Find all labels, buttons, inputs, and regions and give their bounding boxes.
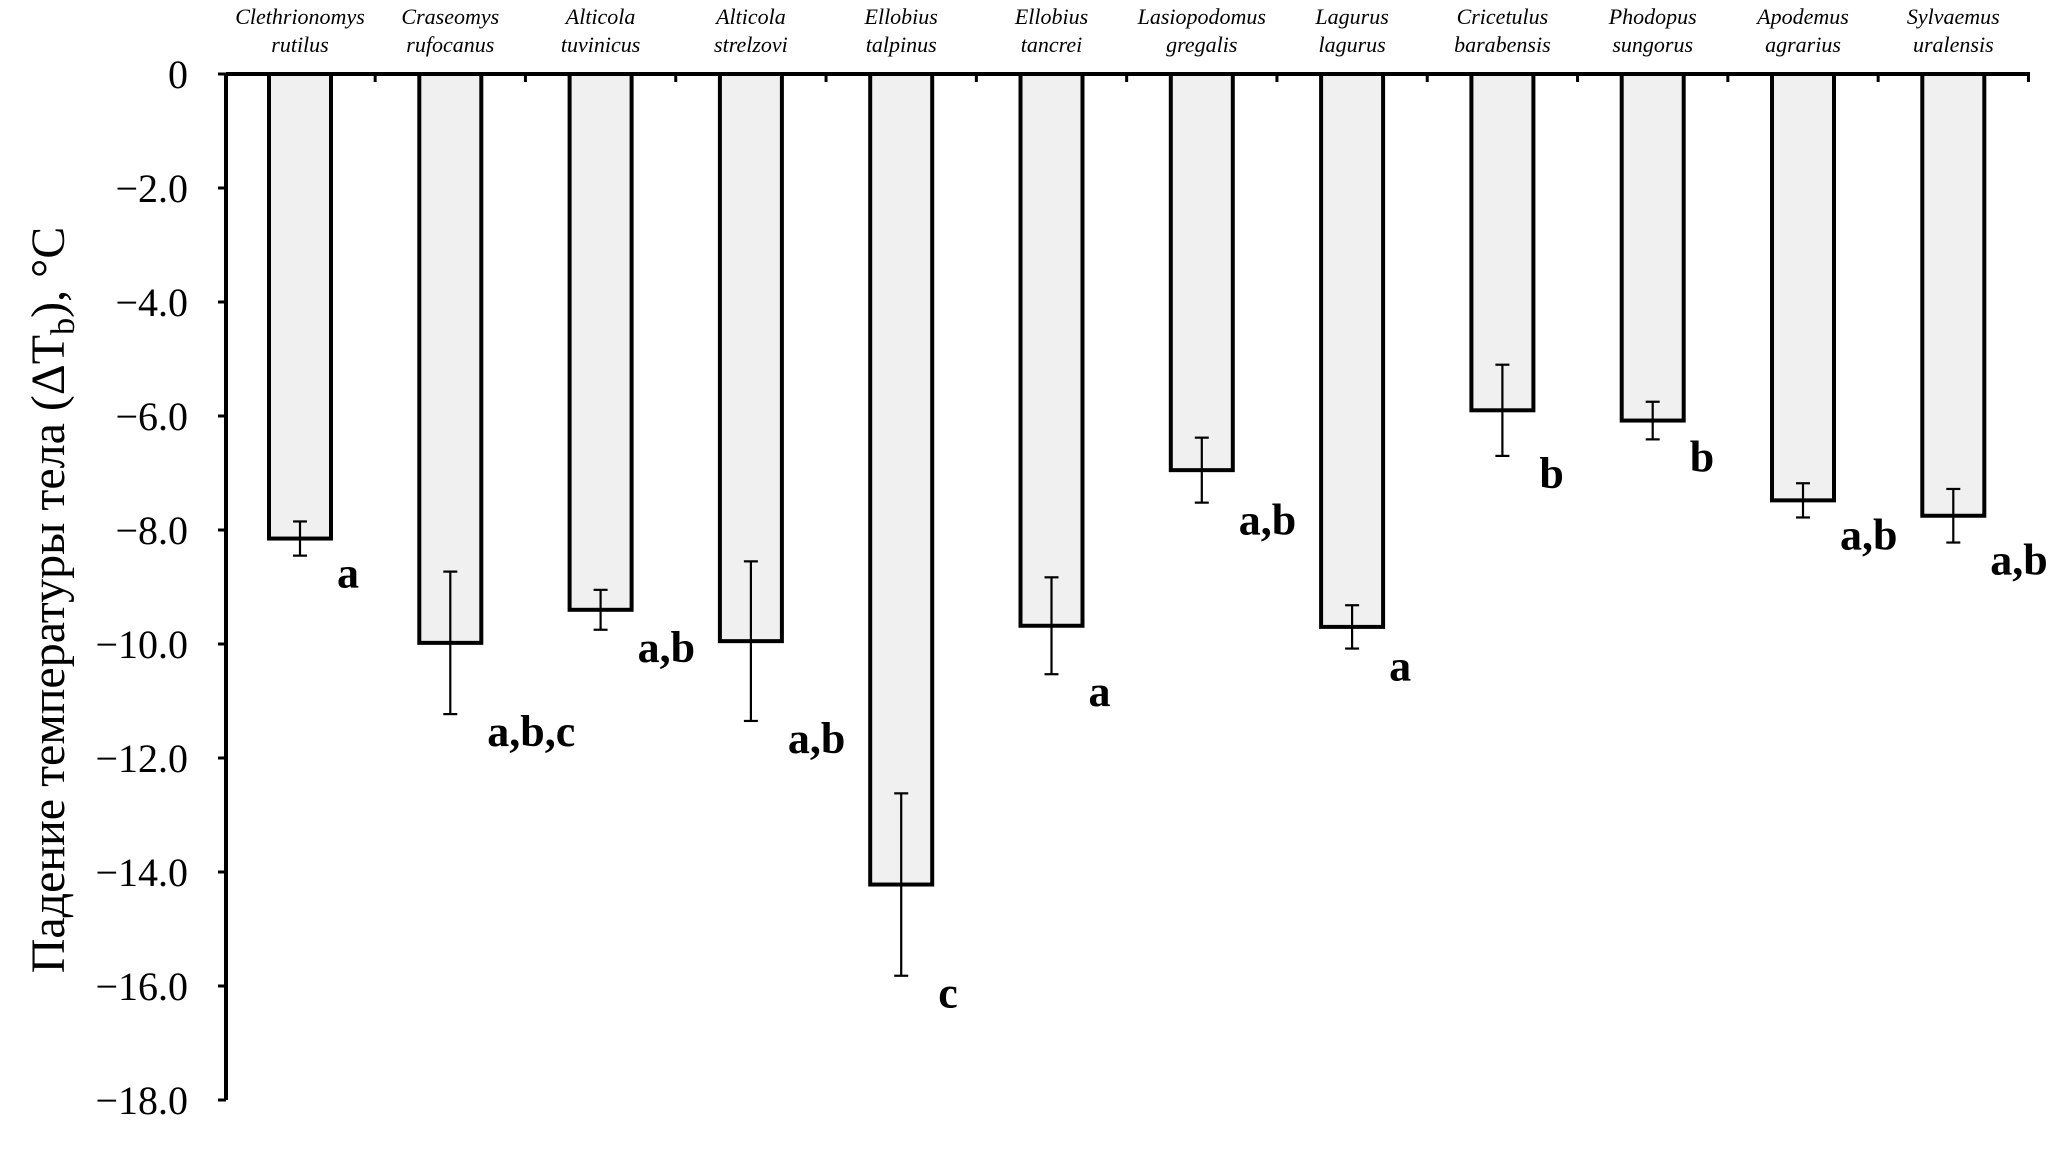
category-label-12-species: uralensis	[1913, 32, 1994, 57]
significance-label-4: a,b	[788, 714, 845, 763]
category-label-5-genus: Ellobius	[864, 4, 938, 29]
error-bar-11	[1796, 482, 1810, 519]
error-bar-7	[1194, 436, 1209, 504]
category-label-4-genus: Alticola	[714, 4, 786, 29]
bar-1	[267, 72, 333, 541]
significance-label-6: a	[1089, 667, 1111, 716]
y-tick-label-6: −10.0	[95, 622, 188, 667]
category-label-7-species: gregalis	[1166, 32, 1237, 57]
category-label-3-species: tuvinicus	[561, 32, 640, 57]
y-tick-label-1: 0	[168, 52, 188, 97]
y-tick-label-5: −8.0	[115, 508, 188, 553]
y-tick-label-10: −18.0	[95, 1078, 188, 1123]
bar-8	[1319, 72, 1386, 629]
bar-2	[417, 72, 484, 645]
bar-12	[1920, 72, 1987, 518]
error-bar-2	[443, 570, 458, 716]
significance-label-5: c	[938, 969, 958, 1018]
bar-7	[1168, 72, 1235, 473]
significance-label-12: a,b	[1990, 536, 2047, 585]
error-bar-10	[1645, 400, 1660, 441]
bar-9	[1469, 72, 1536, 413]
category-label-10-genus: Phodopus	[1608, 4, 1697, 29]
bar-10	[1619, 72, 1686, 423]
category-label-9-genus: Cricetulus	[1457, 4, 1549, 29]
category-label-11-genus: Apodemus	[1755, 4, 1849, 29]
significance-label-1: a	[337, 549, 359, 598]
significance-label-9: b	[1539, 449, 1563, 498]
y-tick-label-2: −2.0	[115, 166, 188, 211]
y-axis-title-suffix: ), °C	[22, 227, 75, 318]
significance-label-3: a,b	[638, 623, 695, 672]
category-label-6-species: tancrei	[1021, 32, 1083, 57]
bar-11	[1770, 72, 1836, 503]
category-labels-group: Clethrionomys rutilus Craseomys rufocanus Al…	[235, 4, 2000, 57]
significance-label-8: a	[1389, 642, 1411, 691]
category-label-8-species: lagurus	[1318, 32, 1385, 57]
category-label-6-genus: Ellobius	[1014, 4, 1088, 29]
category-label-3-genus: Alticola	[564, 4, 636, 29]
category-label-4-species: strelzovi	[714, 32, 788, 57]
significance-label-10: b	[1690, 432, 1714, 481]
error-bar-9	[1495, 363, 1510, 457]
category-label-12-genus: Sylvaemus	[1907, 4, 2000, 29]
y-tick-label-7: −12.0	[95, 736, 188, 781]
bars-group	[267, 72, 1987, 887]
y-axis-title-subscript: b	[45, 318, 82, 335]
error-bars-group	[293, 363, 1961, 977]
error-bar-6	[1044, 576, 1059, 676]
error-bar-5	[894, 792, 909, 977]
significance-label-11: a,b	[1840, 510, 1897, 559]
y-tick-label-8: −14.0	[95, 850, 188, 895]
error-bar-3	[593, 588, 608, 631]
category-label-1-genus: Clethrionomys	[235, 4, 365, 29]
error-bar-1	[293, 520, 307, 557]
category-label-9-species: barabensis	[1454, 32, 1551, 57]
bar-3	[567, 72, 634, 612]
category-label-2-species: rufocanus	[406, 32, 494, 57]
category-label-11-species: agrarius	[1765, 32, 1841, 57]
significance-labels-group: a a,b,c a,b a,b c a a,b a b b a,b a,b	[337, 432, 2048, 1017]
error-bar-4	[743, 560, 758, 723]
significance-label-7: a,b	[1239, 496, 1296, 545]
y-axis-title: Падение температуры тела (ΔTb), °C	[22, 227, 82, 974]
significance-label-2: a,b,c	[487, 707, 575, 756]
category-label-8-genus: Lagurus	[1314, 4, 1388, 29]
error-bar-8	[1345, 604, 1360, 650]
category-label-1-species: rutilus	[271, 32, 328, 57]
bar-4	[717, 72, 784, 644]
error-bar-12	[1946, 487, 1961, 544]
y-tick-label-4: −6.0	[115, 394, 188, 439]
category-label-2-genus: Craseomys	[401, 4, 499, 29]
y-ticks-group: 0 −2.0 −4.0 −6.0 −8.0 −10.0 −12.0 −14.0 −16.0 −18…	[95, 52, 2030, 1123]
y-tick-label-9: −16.0	[95, 964, 188, 1009]
category-label-7-genus: Lasiopodomus	[1137, 4, 1266, 29]
y-tick-label-3: −4.0	[115, 280, 188, 325]
y-axis-title-main: Падение температуры тела (ΔT	[22, 335, 75, 973]
axes-group	[224, 72, 2030, 1100]
category-label-5-species: talpinus	[866, 32, 937, 57]
bar-6	[1018, 72, 1085, 628]
category-label-10-species: sungorus	[1612, 32, 1693, 57]
bar-5	[868, 72, 935, 887]
